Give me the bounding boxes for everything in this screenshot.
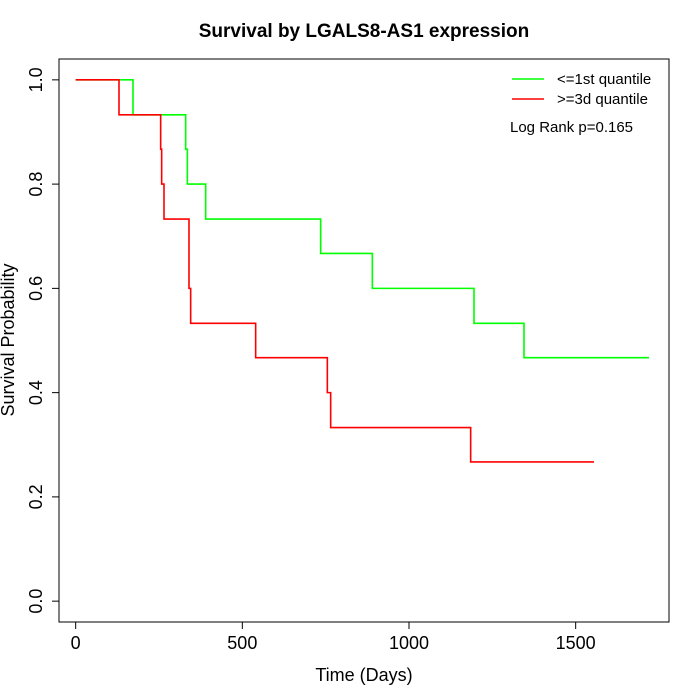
series-layer bbox=[75, 79, 649, 463]
chart-title: Survival by LGALS8-AS1 expression bbox=[199, 21, 530, 42]
plot-frame bbox=[58, 58, 670, 623]
y-tick-label: 0.4 bbox=[26, 380, 46, 405]
series-line-1 bbox=[75, 79, 594, 463]
x-tick-label: 1500 bbox=[556, 633, 596, 653]
y-tick-label: 0.8 bbox=[26, 172, 46, 197]
legend-entry-0: <=1st quantile bbox=[557, 71, 651, 88]
x-tick-label: 0 bbox=[71, 633, 81, 653]
y-tick-label: 0.0 bbox=[26, 589, 46, 614]
series-line-0 bbox=[75, 79, 649, 359]
x-tick-label: 500 bbox=[227, 633, 257, 653]
log-rank-annotation: Log Rank p=0.165 bbox=[510, 119, 633, 136]
legend: <=1st quantile >=3d quantile bbox=[512, 71, 651, 108]
x-axis-label: Time (Days) bbox=[315, 665, 412, 685]
y-tick-label: 0.6 bbox=[26, 276, 46, 301]
y-axis-label: Survival Probability bbox=[0, 263, 18, 416]
x-tick-label: 1000 bbox=[389, 633, 429, 653]
y-tick-label: 1.0 bbox=[26, 67, 46, 92]
legend-entry-1: >=3d quantile bbox=[557, 91, 648, 108]
y-axis: 0.0 0.2 0.4 0.6 0.8 1.0 bbox=[26, 67, 59, 614]
y-tick-label: 0.2 bbox=[26, 484, 46, 509]
x-axis: 0 500 1000 1500 bbox=[71, 622, 596, 653]
